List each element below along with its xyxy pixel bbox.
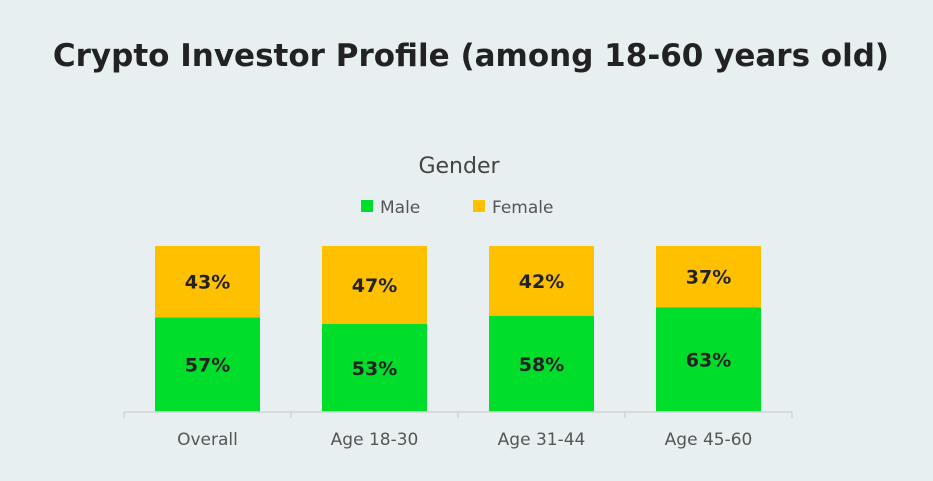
bars <box>155 246 761 412</box>
category-label-3: Age 45-60 <box>665 430 753 450</box>
bar-female-0 <box>155 246 260 318</box>
data-label-female-0: 43% <box>185 272 230 294</box>
bar-male-0 <box>155 317 260 412</box>
bar-female-2 <box>489 246 594 316</box>
data-label-male-1: 53% <box>352 358 397 380</box>
data-label-male-0: 57% <box>185 355 230 377</box>
legend-label-female: Female <box>492 198 553 218</box>
category-label-1: Age 18-30 <box>331 430 419 450</box>
bar-female-1 <box>322 246 427 325</box>
data-label-male-3: 63% <box>686 350 731 372</box>
legend-label-male: Male <box>380 198 420 218</box>
chart-title: Crypto Investor Profile (among 18-60 yea… <box>53 38 889 74</box>
bar-male-3 <box>656 307 761 412</box>
data-label-female-2: 42% <box>519 271 564 293</box>
data-label-female-3: 37% <box>686 267 731 289</box>
data-label-male-2: 58% <box>519 354 564 376</box>
legend-swatch-female <box>473 200 485 212</box>
data-labels: 57% 43% 53% 47% 58% 42% 63% 37% <box>185 267 731 380</box>
data-label-female-1: 47% <box>352 275 397 297</box>
bar-male-2 <box>489 315 594 412</box>
bar-female-3 <box>656 246 761 308</box>
bar-male-1 <box>322 324 427 412</box>
legend: Male Female <box>361 198 553 218</box>
category-label-2: Age 31-44 <box>498 430 586 450</box>
chart-subtitle: Gender <box>418 154 500 179</box>
category-labels: Overall Age 18-30 Age 31-44 Age 45-60 <box>177 430 752 450</box>
legend-swatch-male <box>361 200 373 212</box>
category-label-0: Overall <box>177 430 238 450</box>
x-axis <box>123 411 793 418</box>
